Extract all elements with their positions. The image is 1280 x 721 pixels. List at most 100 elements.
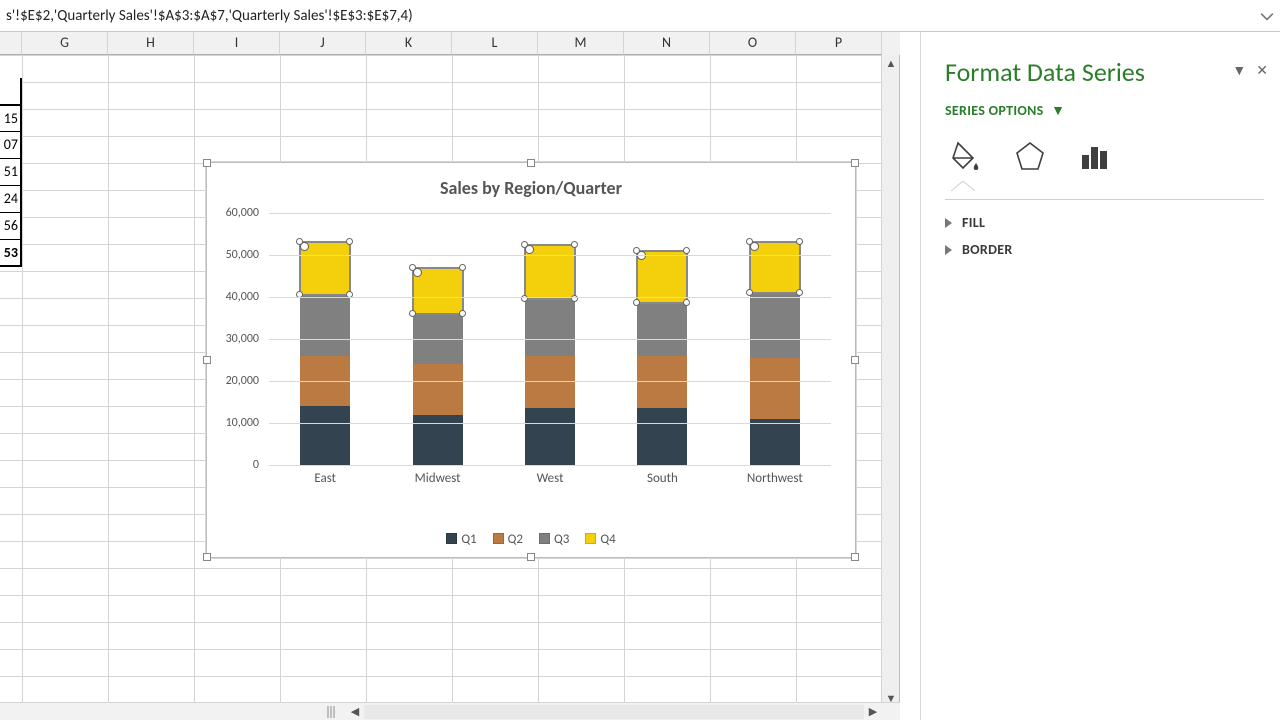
- sheet-tab-splitter-icon[interactable]: [330, 706, 332, 718]
- data-cell[interactable]: 51: [0, 159, 22, 186]
- chevron-down-icon: ▼: [1051, 102, 1065, 119]
- effects-icon[interactable]: [1011, 137, 1049, 175]
- column-header-k[interactable]: K: [366, 32, 452, 55]
- hscroll-left-icon[interactable]: ◀: [346, 703, 364, 721]
- bar-segment-q3[interactable]: [300, 295, 350, 356]
- y-tick-label: 40,000: [226, 290, 259, 304]
- column-header-j[interactable]: J: [280, 32, 366, 55]
- bar-segment-q1[interactable]: [300, 406, 350, 465]
- chart-resize-handle[interactable]: [851, 553, 859, 561]
- y-tick-label: 10,000: [226, 416, 259, 430]
- column-headers: GHIJKLMNOP: [0, 32, 900, 55]
- data-cell[interactable]: 07: [0, 132, 22, 159]
- border-section[interactable]: BORDER: [945, 241, 1264, 258]
- chart-resize-handle[interactable]: [527, 159, 535, 167]
- bar-segment-q2[interactable]: [637, 356, 687, 409]
- column-header-n[interactable]: N: [624, 32, 710, 55]
- series-options-icon[interactable]: [1075, 137, 1113, 175]
- worksheet-area: GHIJKLMNOP 150751245653 Sales by Region/…: [0, 32, 900, 708]
- embedded-chart[interactable]: Sales by Region/Quarter 010,00020,00030,…: [206, 162, 856, 558]
- bar-segment-q2[interactable]: [525, 356, 575, 409]
- fill-line-icon[interactable]: [947, 137, 985, 175]
- formula-bar[interactable]: s'!$E$2,'Quarterly Sales'!$A$3:$A$7,'Qua…: [0, 0, 1280, 32]
- column-header-o[interactable]: O: [710, 32, 796, 55]
- horizontal-scrollbar[interactable]: ◀ ▶: [0, 702, 900, 720]
- data-cell[interactable]: 56: [0, 213, 22, 240]
- bar-segment-q2[interactable]: [413, 364, 463, 414]
- vertical-scrollbar[interactable]: ▲ ▼: [881, 55, 899, 708]
- column-header-g[interactable]: G: [22, 32, 108, 55]
- bar-segment-q3[interactable]: [637, 303, 687, 356]
- border-label: BORDER: [962, 241, 1013, 258]
- bar-segment-q4[interactable]: [300, 242, 350, 295]
- fill-section[interactable]: FILL: [945, 214, 1264, 231]
- column-header-p[interactable]: P: [796, 32, 882, 55]
- legend-swatch-icon: [539, 533, 550, 544]
- x-tick-label: West: [537, 471, 564, 486]
- chart-title[interactable]: Sales by Region/Quarter: [207, 163, 855, 199]
- legend-label: Q2: [508, 532, 523, 547]
- pane-title: Format Data Series: [945, 56, 1264, 88]
- bar-segment-q4[interactable]: [525, 245, 575, 300]
- column-header-h[interactable]: H: [108, 32, 194, 55]
- legend-item-q3[interactable]: Q3: [539, 532, 569, 547]
- legend-swatch-icon: [446, 533, 457, 544]
- x-tick-label: South: [647, 471, 678, 486]
- formula-bar-expand-icon[interactable]: [1260, 9, 1274, 23]
- hscroll-track[interactable]: [364, 705, 864, 719]
- legend-swatch-icon: [493, 533, 504, 544]
- bar-segment-q1[interactable]: [750, 419, 800, 465]
- column-header-m[interactable]: M: [538, 32, 624, 55]
- y-tick-label: 50,000: [226, 248, 259, 262]
- bar-segment-q4[interactable]: [750, 242, 800, 292]
- hscroll-right-icon[interactable]: ▶: [864, 703, 882, 721]
- data-cell[interactable]: 15: [0, 105, 22, 132]
- legend-label: Q3: [554, 532, 569, 547]
- plot-area[interactable]: [269, 213, 831, 465]
- x-tick-label: Northwest: [747, 471, 803, 486]
- bar-segment-q2[interactable]: [750, 358, 800, 419]
- bar-segment-q4[interactable]: [413, 268, 463, 314]
- chart-resize-handle[interactable]: [203, 159, 211, 167]
- active-tab-indicator-icon: [951, 181, 975, 191]
- bar-segment-q1[interactable]: [525, 408, 575, 465]
- chevron-right-icon: [945, 245, 952, 255]
- data-cell[interactable]: 53: [0, 240, 22, 267]
- pane-dropdown-icon[interactable]: ▼: [1232, 62, 1246, 79]
- column-header-i[interactable]: I: [194, 32, 280, 55]
- y-tick-label: 20,000: [226, 374, 259, 388]
- x-tick-label: Midwest: [415, 471, 461, 486]
- y-axis-labels: 010,00020,00030,00040,00050,00060,000: [207, 213, 265, 465]
- format-category-icons: [947, 137, 1264, 175]
- pane-close-icon[interactable]: ✕: [1256, 62, 1268, 79]
- legend-item-q2[interactable]: Q2: [493, 532, 523, 547]
- scroll-up-icon[interactable]: ▲: [882, 55, 900, 73]
- chart-resize-handle[interactable]: [203, 553, 211, 561]
- chart-legend[interactable]: Q1 Q2 Q3 Q4: [207, 532, 855, 547]
- legend-item-q1[interactable]: Q1: [446, 532, 476, 547]
- legend-label: Q4: [600, 532, 615, 547]
- legend-label: Q1: [461, 532, 476, 547]
- chevron-right-icon: [945, 218, 952, 228]
- column-header-l[interactable]: L: [452, 32, 538, 55]
- data-cell[interactable]: [0, 78, 22, 105]
- y-tick-label: 60,000: [226, 206, 259, 220]
- bar-segment-q3[interactable]: [750, 293, 800, 358]
- chart-resize-handle[interactable]: [851, 356, 859, 364]
- chart-resize-handle[interactable]: [203, 356, 211, 364]
- x-tick-label: East: [314, 471, 336, 486]
- cell-grid[interactable]: 150751245653 Sales by Region/Quarter 0 10…: [0, 55, 882, 708]
- series-options-dropdown[interactable]: SERIES OPTIONS ▼: [945, 102, 1264, 119]
- partial-data-column: 150751245653: [0, 78, 22, 267]
- format-data-series-pane: ▼ ✕ Format Data Series SERIES OPTIONS ▼ …: [920, 32, 1280, 720]
- data-cell[interactable]: 24: [0, 186, 22, 213]
- bar-segment-q4[interactable]: [637, 251, 687, 304]
- bar-segment-q1[interactable]: [637, 408, 687, 465]
- chart-resize-handle[interactable]: [851, 159, 859, 167]
- bar-segment-q3[interactable]: [525, 299, 575, 356]
- chart-resize-handle[interactable]: [527, 553, 535, 561]
- pane-divider: [945, 199, 1264, 200]
- series-options-label: SERIES OPTIONS: [945, 102, 1044, 119]
- y-tick-label: 0: [253, 458, 259, 472]
- legend-item-q4[interactable]: Q4: [585, 532, 615, 547]
